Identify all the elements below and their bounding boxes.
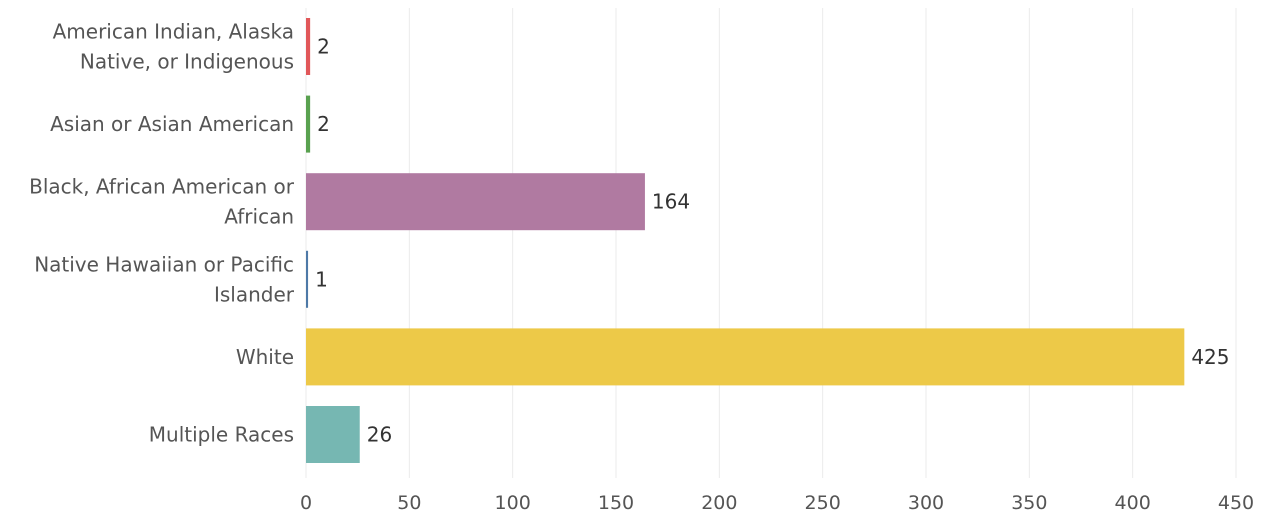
category-label: Multiple Races [149, 423, 294, 447]
bar [306, 95, 311, 153]
x-tick-label: 150 [598, 492, 634, 514]
bar [306, 406, 360, 463]
category-label: Black, African American or [29, 175, 295, 199]
bar [306, 18, 311, 75]
bar [306, 250, 309, 308]
category-label: Native Hawaiian or Pacific [34, 252, 294, 276]
value-label: 26 [367, 423, 392, 447]
bar [306, 173, 645, 231]
x-tick-label: 200 [701, 492, 737, 514]
value-label: 425 [1191, 345, 1229, 369]
gridlines [305, 8, 1237, 478]
x-tick-label: 350 [1011, 492, 1047, 514]
value-labels: 2 2 164 1 425 26 [315, 35, 1229, 447]
bar [306, 328, 1185, 386]
bars [306, 18, 1185, 463]
value-label: 2 [317, 35, 330, 59]
value-label: 2 [317, 112, 330, 136]
category-labels: American Indian, Alaska Native, or Indige… [29, 20, 295, 447]
x-tick-label: 400 [1115, 492, 1151, 514]
x-axis-ticks: 0 50 100 150 200 250 300 350 400 450 [300, 492, 1254, 514]
value-label: 164 [652, 190, 690, 214]
x-tick-label: 50 [397, 492, 421, 514]
value-label: 1 [315, 267, 328, 291]
x-tick-label: 450 [1218, 492, 1254, 514]
category-label: Asian or Asian American [50, 112, 294, 136]
x-tick-label: 250 [805, 492, 841, 514]
category-label: African [224, 205, 294, 229]
x-tick-label: 300 [908, 492, 944, 514]
category-label: American Indian, Alaska [53, 20, 294, 44]
x-tick-label: 0 [300, 492, 312, 514]
category-label: Native, or Indigenous [80, 50, 294, 74]
category-label: White [236, 345, 294, 369]
x-tick-label: 100 [495, 492, 531, 514]
category-label: Islander [214, 282, 295, 306]
